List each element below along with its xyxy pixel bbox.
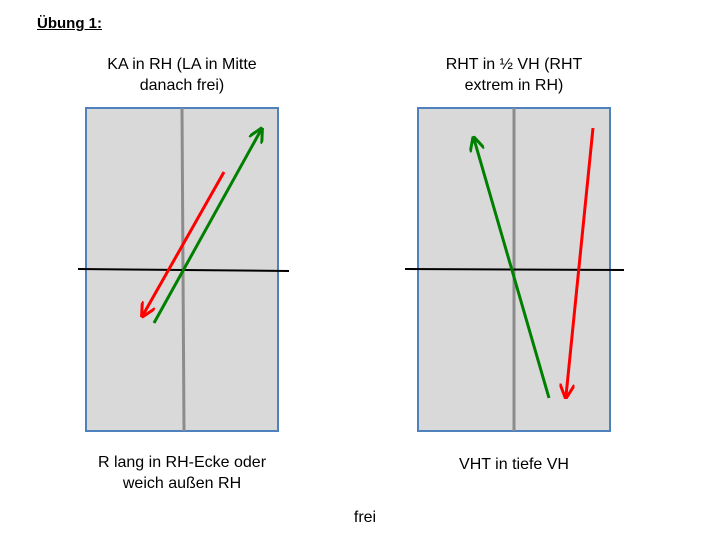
left-court: [77, 107, 290, 432]
right-diagram-bottom-caption: VHT in tiefe VH: [364, 454, 664, 475]
left-diagram-top-caption: KA in RH (LA in Mitte danach frei): [32, 54, 332, 96]
red-arrow: [143, 171, 226, 315]
caption-line: weich außen RH: [122, 475, 242, 492]
caption-line: R lang in RH-Ecke oder: [97, 454, 267, 471]
net-line: [404, 268, 625, 271]
exercise-title: Übung 1:: [37, 15, 102, 32]
caption-line: danach frei): [139, 77, 225, 94]
caption-line: RHT in ½ VH (RHT: [445, 56, 583, 73]
left-diagram-bottom-caption: R lang in RH-Ecke oder weich außen RH: [32, 452, 332, 494]
green-arrow: [474, 139, 551, 399]
caption-line: VHT in tiefe VH: [459, 456, 569, 473]
caption-line: KA in RH (LA in Mitte: [107, 56, 257, 73]
red-arrow: [566, 127, 595, 396]
right-diagram-top-caption: RHT in ½ VH (RHT extrem in RH): [364, 54, 664, 96]
green-arrow: [152, 130, 261, 324]
right-court: [404, 107, 625, 432]
caption-line: extrem in RH): [464, 77, 564, 94]
footer-text: frei: [353, 509, 377, 526]
